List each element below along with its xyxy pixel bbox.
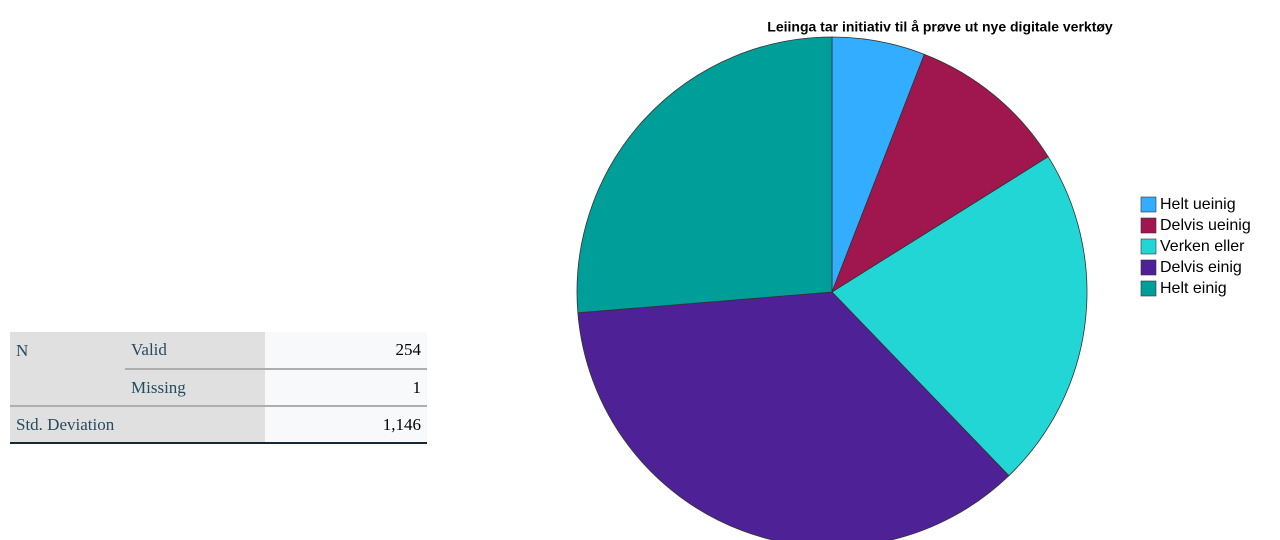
legend-label: Helt ueinig (1160, 196, 1236, 213)
pie-slice (576, 36, 833, 314)
table-cell (10, 369, 125, 407)
pie-slice (831, 156, 1088, 477)
stats-table: N Valid 254 Missing 1 Std. Deviation 1,146 (10, 332, 427, 444)
chart-title: Leiinga tar initiativ til å prøve ut nye… (767, 19, 1113, 35)
legend-swatch (1140, 196, 1157, 213)
table-row: Missing 1 (10, 369, 427, 407)
table-cell: 1 (265, 369, 427, 407)
legend-label: Delvis einig (1160, 259, 1242, 276)
table-cell: 254 (265, 332, 427, 370)
legend-label: Helt einig (1160, 280, 1227, 297)
pie-slice (831, 53, 1049, 293)
legend-swatch (1140, 280, 1157, 297)
table-cell: N (10, 332, 125, 369)
table-row: N Valid 254 (10, 332, 427, 370)
legend-swatch (1140, 217, 1157, 234)
table-cell: Missing (125, 369, 265, 407)
legend-label: Verken eller (1160, 238, 1245, 255)
table-row: Std. Deviation 1,146 (10, 406, 427, 444)
table-cell: Valid (125, 332, 265, 370)
legend-label: Delvis ueinig (1160, 217, 1251, 234)
table-cell: 1,146 (265, 406, 427, 444)
table-cell: Std. Deviation (10, 406, 265, 444)
legend-swatch (1140, 259, 1157, 276)
legend-swatch (1140, 238, 1157, 255)
pie-slice (577, 291, 1010, 540)
